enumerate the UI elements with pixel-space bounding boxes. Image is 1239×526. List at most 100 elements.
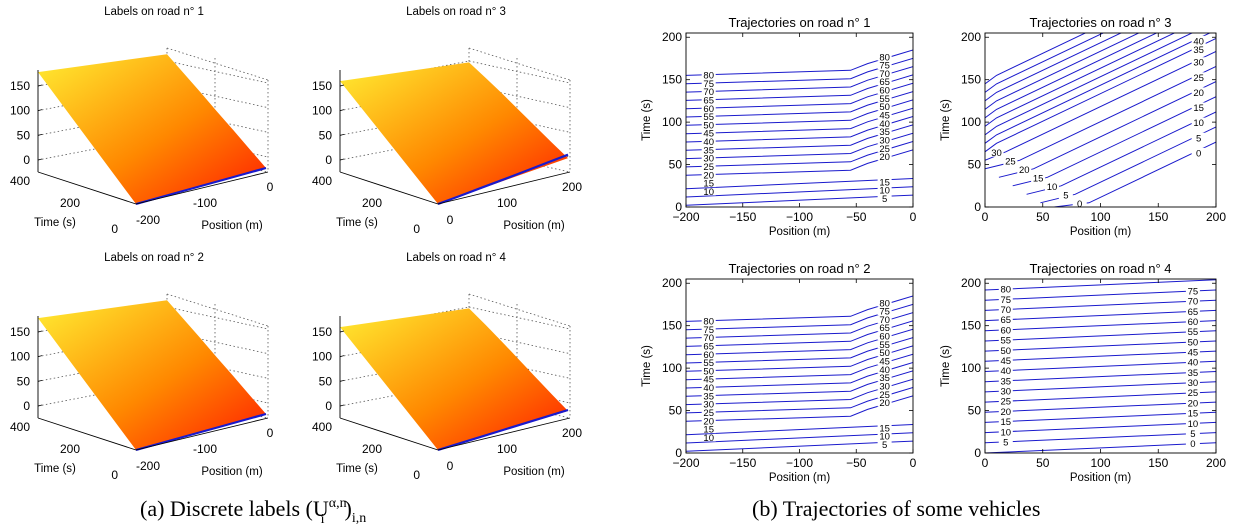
trajectory-line [985,421,1216,434]
contour-label: 15 [1188,409,1199,420]
contour-label: 45 [1188,347,1199,358]
x-tick-label: -200 [136,213,160,227]
surface-blue-edge [135,166,267,206]
contour-label: 50 [879,102,890,113]
trajectory-line [985,33,1140,110]
contour-label: 10 [879,432,890,443]
x-tick-label: 50 [1036,210,1050,224]
trajectory-line [985,33,1123,102]
contour-label: 25 [879,390,890,401]
y-tick-label: 400 [312,174,332,188]
contour-label: 5 [882,194,887,205]
contour-label: 35 [1193,45,1204,56]
contour-label: 80 [703,71,714,82]
contour-label: 20 [1019,165,1030,176]
contour-label: 20 [703,416,714,427]
contour-label: 35 [703,145,714,156]
x-tick-label: 100 [1090,210,1110,224]
contour-label: 45 [879,110,890,121]
contour-label: 35 [703,391,714,402]
y-tick-label: 100 [662,361,682,375]
y-tick-label: 200 [961,30,981,44]
trajectory-line [985,33,1105,93]
y-tick-label: 0 [111,222,118,236]
contour-label: 40 [1193,36,1204,47]
y-tick-label: 0 [675,446,682,460]
contour-label: 35 [879,127,890,138]
contour-label: 60 [879,332,890,343]
y-axis-label: Time (s) [336,217,378,229]
x-tick-label: −150 [729,210,756,224]
contour-label: 10 [1193,118,1204,129]
contour-label: 70 [703,333,714,344]
panel-title: Trajectories on road n° 3 [1029,15,1171,30]
contour-label: 75 [879,307,890,318]
contour-label: 30 [879,135,890,146]
surface-panel-4: Labels on road n° 4 0 50 100 150 400 200 0 Time … [312,252,582,482]
trajectory-line [686,178,913,190]
y-axis [37,417,137,451]
contour-label: 70 [703,87,714,98]
contour-label: 25 [1193,73,1204,84]
trajectory-line [985,411,1216,423]
contour-label: 55 [703,358,714,369]
y-tick-label: 150 [662,319,682,333]
trajectory-line [985,330,1216,342]
contour-label: 45 [703,375,714,386]
y-tick-label: 50 [669,158,683,172]
y-axis [339,417,439,451]
contour-label: 70 [1001,305,1012,316]
x-axis [135,417,269,451]
z-tick-label: 0 [325,399,332,413]
y-axis-label: Time (s) [940,99,952,141]
panel-title: Labels on road n° 3 [406,6,506,18]
z-tick-label: 0 [23,399,30,413]
contour-label: 20 [1001,407,1012,418]
z-tick-label: 50 [319,374,333,388]
contour-label: 50 [703,366,714,377]
trajectory-line [686,432,913,444]
contour-label: 10 [1047,182,1058,193]
x-tick-label: -100 [193,196,217,210]
contour-label: 65 [703,95,714,106]
contour-label: 40 [1188,358,1199,369]
y-tick-label: 100 [961,115,981,129]
trajectory-line [985,381,1216,393]
x-tick-label: 200 [562,180,582,194]
trajectory-line [985,391,1216,403]
contour-label: 30 [703,400,714,411]
y-tick-label: 200 [662,276,682,290]
contour-label: 70 [1188,297,1199,308]
x-axis-label: Position (m) [1070,472,1132,484]
y-tick-label: 50 [968,404,982,418]
contour-label: 80 [703,317,714,328]
x-tick-label: −200 [672,456,699,470]
x-tick-label: 0 [910,210,917,224]
contour-label: 5 [1003,437,1008,448]
contour-label: 45 [879,356,890,367]
trajectory-line [1026,111,1216,195]
contour-label: 75 [1001,295,1012,306]
y-tick-label: 150 [662,73,682,87]
contour-label: 55 [879,94,890,105]
x-tick-label: 0 [267,180,274,194]
contour-label: 20 [1193,88,1204,99]
x-axis-label: Position (m) [503,220,565,232]
contour-label: 25 [1005,157,1016,168]
panel-title: Labels on road n° 2 [104,252,204,264]
contour-label: 65 [703,341,714,352]
x-tick-label: 150 [1148,210,1168,224]
panel-title: Trajectories on road n° 4 [1029,261,1171,276]
contour-label: 40 [703,137,714,148]
contour-label: 0 [1077,199,1082,210]
x-tick-label: 0 [910,456,917,470]
y-tick-label: 150 [961,319,981,333]
contour-label: 30 [703,154,714,165]
contour-label: 75 [1188,286,1199,297]
contour-label: 15 [879,177,890,188]
panel-title: Labels on road n° 1 [104,6,204,18]
contour-label: 15 [1033,174,1044,185]
